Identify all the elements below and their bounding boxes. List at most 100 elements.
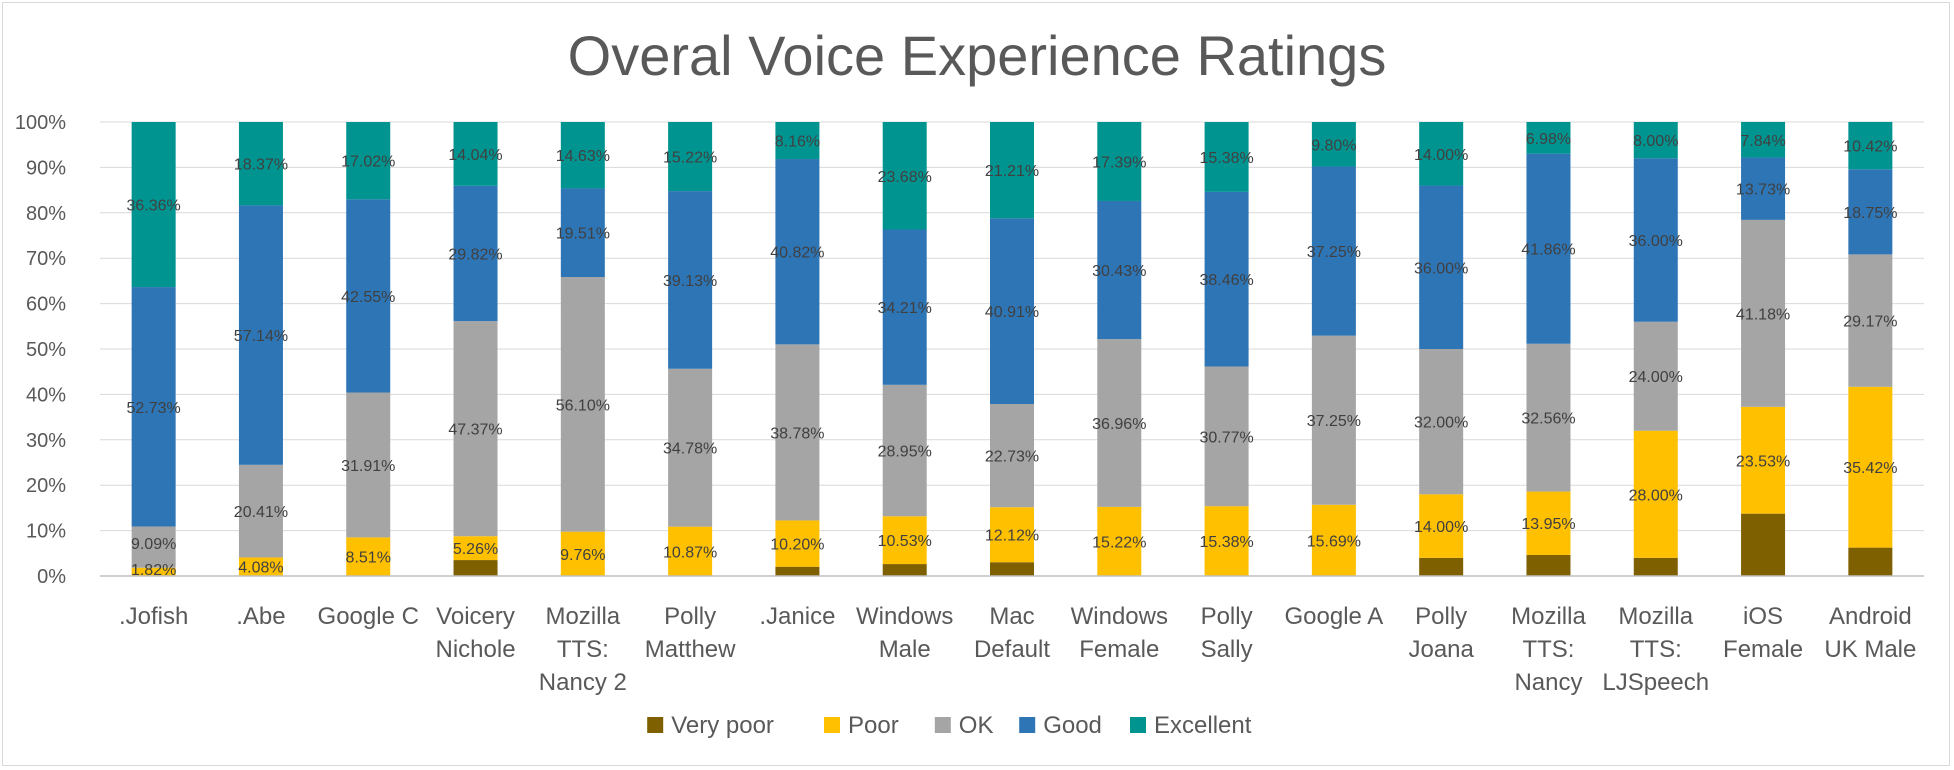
legend: Very poor Poor OK Good Excellent xyxy=(647,712,1252,739)
bar-segment-ok xyxy=(1204,366,1249,507)
data-label: 9.76% xyxy=(560,547,605,564)
data-label: 23.68% xyxy=(878,169,932,186)
data-labels: 1.82% 9.09% 52.73% 36.36% 4.08% 20.41% 57.14% 1… xyxy=(127,131,1898,579)
y-tick-label: 80% xyxy=(26,203,66,225)
data-label: 21.21% xyxy=(985,163,1039,180)
bar-segment-ok xyxy=(346,392,391,538)
bar-segment-ok xyxy=(453,321,498,537)
y-tick-label: 90% xyxy=(26,157,66,179)
bar-segment-excellent xyxy=(1097,122,1142,201)
bar-segment-excellent xyxy=(990,122,1034,219)
bar-segment-very-poor xyxy=(1526,554,1571,576)
data-label: 56.10% xyxy=(556,397,610,414)
data-label: 5.26% xyxy=(453,541,498,558)
x-category-label: Sally xyxy=(1201,636,1253,663)
legend-swatch xyxy=(824,717,840,733)
data-label: 14.04% xyxy=(448,147,502,164)
x-category-label: Google C xyxy=(318,603,419,630)
y-tick-label: 10% xyxy=(26,521,66,543)
bar-segment-ok xyxy=(1848,254,1893,387)
y-tick-label: 50% xyxy=(26,339,66,361)
bar-segment-poor xyxy=(1204,506,1249,576)
data-label: 13.73% xyxy=(1736,182,1790,199)
bar-segment-poor xyxy=(131,567,176,576)
bar-segment-good xyxy=(882,229,927,385)
x-category-label: Android xyxy=(1829,603,1912,630)
x-category-label: Windows xyxy=(1071,603,1168,630)
data-label: 7.84% xyxy=(1740,133,1785,150)
data-label: 15.38% xyxy=(1199,534,1253,551)
bar-segment-excellent xyxy=(882,122,927,230)
bar-segment-good xyxy=(668,191,713,369)
data-label: 13.95% xyxy=(1521,516,1575,533)
x-category-label: .Janice xyxy=(759,603,835,630)
data-label: 17.02% xyxy=(341,154,395,171)
bar-segment-excellent xyxy=(1741,121,1786,158)
y-tick-label: 20% xyxy=(26,475,66,497)
bar-segment-poor xyxy=(346,537,391,576)
data-label: 15.22% xyxy=(1092,534,1146,551)
bar-segment-poor xyxy=(1097,506,1142,576)
data-label: 35.42% xyxy=(1843,460,1897,477)
bar-segment-good xyxy=(453,185,498,322)
data-label: 18.37% xyxy=(234,157,288,174)
x-category-label: Joana xyxy=(1408,636,1474,663)
bar-segment-very-poor xyxy=(990,562,1034,576)
legend-swatch xyxy=(647,717,664,733)
axes: 0% 10% 20% 30% 40% 50% 60% 70% 80% 90% 100% .Jofish… xyxy=(15,112,1924,696)
data-label: 40.91% xyxy=(985,304,1039,321)
data-label: 15.38% xyxy=(1199,150,1253,167)
bar-segment-good xyxy=(131,287,176,527)
x-category-label: Male xyxy=(879,636,931,663)
y-tick-label: 30% xyxy=(26,430,66,452)
x-category-label: Mac xyxy=(989,603,1034,630)
data-label: 15.69% xyxy=(1307,533,1361,550)
data-label: 39.13% xyxy=(663,273,717,290)
data-label: 30.43% xyxy=(1092,263,1146,280)
data-label: 34.21% xyxy=(878,300,932,317)
bar-segment-ok xyxy=(1633,321,1678,431)
bar-segment-excellent xyxy=(1633,122,1678,159)
bar-segment-very-poor xyxy=(882,564,927,576)
bar-segment-poor xyxy=(1526,491,1571,555)
data-label: 38.46% xyxy=(1199,272,1253,289)
data-label: 37.25% xyxy=(1307,413,1361,430)
bar-segment-good xyxy=(1419,185,1464,349)
legend-label: Good xyxy=(1043,712,1102,739)
bar-segment-excellent xyxy=(1526,122,1571,154)
bar-segment-very-poor xyxy=(775,566,820,576)
x-category-label: Nichole xyxy=(436,636,516,663)
bar-segment-good xyxy=(1097,200,1142,340)
data-label: 10.42% xyxy=(1843,139,1897,156)
x-category-label: Female xyxy=(1079,636,1159,663)
data-label: 4.08% xyxy=(238,560,283,577)
bar-segment-poor xyxy=(1311,504,1356,576)
bar-segment-excellent xyxy=(775,122,820,160)
x-category-label: Polly xyxy=(1415,603,1467,630)
data-label: 28.00% xyxy=(1629,487,1683,504)
data-label: 10.20% xyxy=(770,537,824,554)
bar-segment-poor xyxy=(560,531,605,576)
y-tick-label: 70% xyxy=(26,248,66,270)
y-tick-label: 40% xyxy=(26,384,66,406)
bar-segment-ok xyxy=(1097,339,1142,507)
bars xyxy=(131,121,1893,576)
bar-segment-good xyxy=(1311,166,1356,336)
data-label: 31.91% xyxy=(341,458,395,475)
bar-segment-excellent xyxy=(1848,121,1893,170)
bar-segment-very-poor xyxy=(1848,547,1893,576)
x-category-label: .Abe xyxy=(236,603,285,630)
data-label: 42.55% xyxy=(341,289,395,306)
bar-segment-ok xyxy=(668,368,713,527)
bar-segment-poor xyxy=(1741,406,1786,514)
bar-segment-excellent xyxy=(1419,122,1464,186)
legend-label: Very poor xyxy=(671,712,774,739)
legend-swatch xyxy=(934,717,951,733)
bar-segment-poor xyxy=(882,516,927,565)
legend-label: OK xyxy=(959,712,994,739)
data-label: 18.75% xyxy=(1843,205,1897,222)
data-label: 32.56% xyxy=(1521,411,1575,428)
data-label: 15.22% xyxy=(663,150,717,167)
data-label: 30.77% xyxy=(1199,429,1253,446)
